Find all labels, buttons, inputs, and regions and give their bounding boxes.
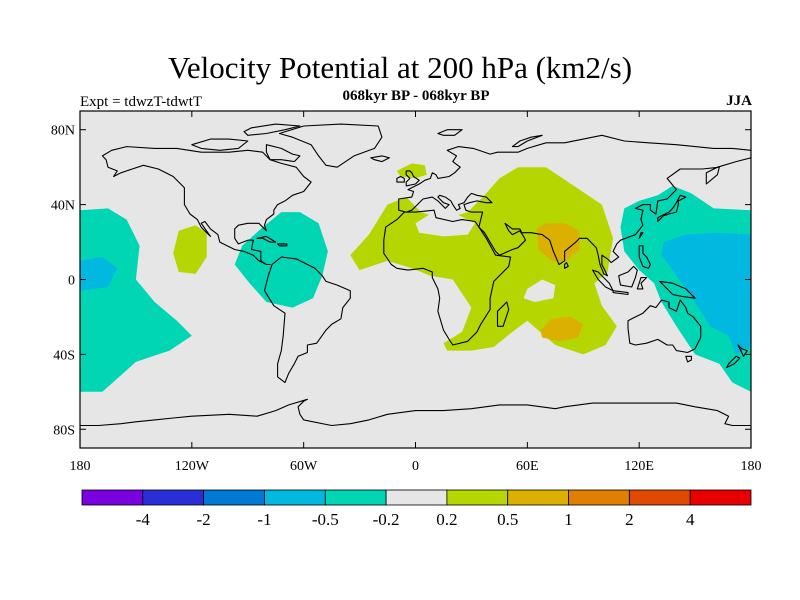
coastline-antarctica <box>80 398 751 448</box>
colorbar-swatch <box>629 489 691 506</box>
coastline-japan <box>657 194 687 223</box>
region-east-pacific-positive <box>173 225 207 274</box>
colorbar-label: 1 <box>564 510 573 529</box>
coastline-svalbard <box>437 129 463 136</box>
region-central-pacific-1-to-0-5 <box>80 257 118 291</box>
coastline-baffin-island <box>265 144 301 163</box>
coastline-cuba <box>256 235 277 243</box>
coastline-hispaniola <box>277 243 288 247</box>
coastline-iceland <box>370 155 390 163</box>
coastline-philippines <box>638 245 651 269</box>
axis-ticks: 80N 40N 0 40S 80S 180 120W 60W 0 60E 120E 180 <box>51 111 762 474</box>
coastline-new-zealand-north <box>737 344 748 357</box>
lat-tick-label: 40S <box>53 348 75 363</box>
coastline-madagascar <box>496 301 510 327</box>
colorbar-swatch <box>568 489 630 506</box>
map-title: Velocity Potential at 200 hPa (km2/s) <box>167 50 633 85</box>
colorbar-label: -0.5 <box>312 510 339 529</box>
colorbar-label: -2 <box>197 510 211 529</box>
colorbar-swatch <box>324 489 387 506</box>
lon-tick-label: 180 <box>70 459 91 474</box>
colorbar-swatch <box>689 489 752 506</box>
lon-tick-label: 120E <box>624 459 654 474</box>
coastlines <box>80 123 751 448</box>
colorbar-label: -1 <box>257 510 271 529</box>
experiment-label: Expt = tdwzT-tdwtT <box>80 94 203 110</box>
coastline-novaya-zemlya <box>511 134 543 148</box>
coastline-borneo <box>618 265 638 288</box>
colorbar: -4 -2 -1 -0.5 -0.2 0.2 0.5 1 2 4 <box>81 489 752 529</box>
colorbar-label: -4 <box>136 510 151 529</box>
region-africa-asia-positive <box>350 167 617 355</box>
coastline-sri-lanka <box>564 262 569 269</box>
coastline-greenland <box>278 123 383 168</box>
lat-tick-label: 0 <box>68 274 75 289</box>
coastline-new-zealand-south <box>726 355 741 369</box>
colorbar-label: 0.5 <box>497 510 518 529</box>
region-tropical-americas-negative <box>234 212 328 308</box>
lon-tick-label: 60E <box>516 459 539 474</box>
colorbar-label: -0.2 <box>373 510 400 529</box>
coastline-sulawesi <box>636 277 648 290</box>
region-west-pacific-1-to-0-5 <box>661 232 751 355</box>
lon-tick-label: 60W <box>290 459 318 474</box>
lat-tick-label: 80N <box>51 124 75 139</box>
colorbar-label: 2 <box>625 510 634 529</box>
colorbar-swatch <box>507 489 569 506</box>
coastline-australia <box>627 299 702 354</box>
lat-tick-label: 40N <box>51 199 75 214</box>
coastline-tasmania <box>685 355 692 363</box>
coastline-africa <box>383 209 512 346</box>
colorbar-swatch <box>142 489 205 506</box>
season-label: JJA <box>726 93 752 109</box>
colorbar-label: 0.2 <box>436 510 457 529</box>
coastline-south-america <box>263 256 351 384</box>
colorbar-label: 4 <box>686 510 695 529</box>
region-india-0-5-to-1 <box>536 223 580 263</box>
lon-tick-label: 120W <box>175 459 210 474</box>
map-subtitle: 068kyr BP - 068kyr BP <box>342 88 490 104</box>
coastline-ireland <box>396 175 405 183</box>
coastline-taiwan <box>638 232 644 239</box>
lat-tick-label: 80S <box>53 423 75 438</box>
region-south-indian-ocean-0-5-to-1 <box>540 316 584 342</box>
colorbar-swatch <box>203 489 265 506</box>
region-central-pacific-negative <box>80 208 192 392</box>
coastline-north-america <box>101 146 312 266</box>
coastline-ellesmere <box>243 123 301 136</box>
coastline-britain <box>405 170 420 187</box>
lon-tick-label: 0 <box>412 459 419 474</box>
colorbar-swatch <box>81 489 144 506</box>
coastline-eurasia <box>398 134 751 277</box>
region-north-sea-positive <box>396 163 427 179</box>
region-indian-ocean-gap <box>523 279 556 302</box>
lon-tick-label: 180 <box>741 459 762 474</box>
colorbar-swatch <box>446 489 509 506</box>
colorbar-swatch <box>385 489 448 506</box>
coastline-canadian-arctic <box>191 138 249 151</box>
coastline-java <box>612 290 629 296</box>
colorbar-swatch <box>264 489 326 506</box>
coastline-new-guinea <box>659 280 696 299</box>
